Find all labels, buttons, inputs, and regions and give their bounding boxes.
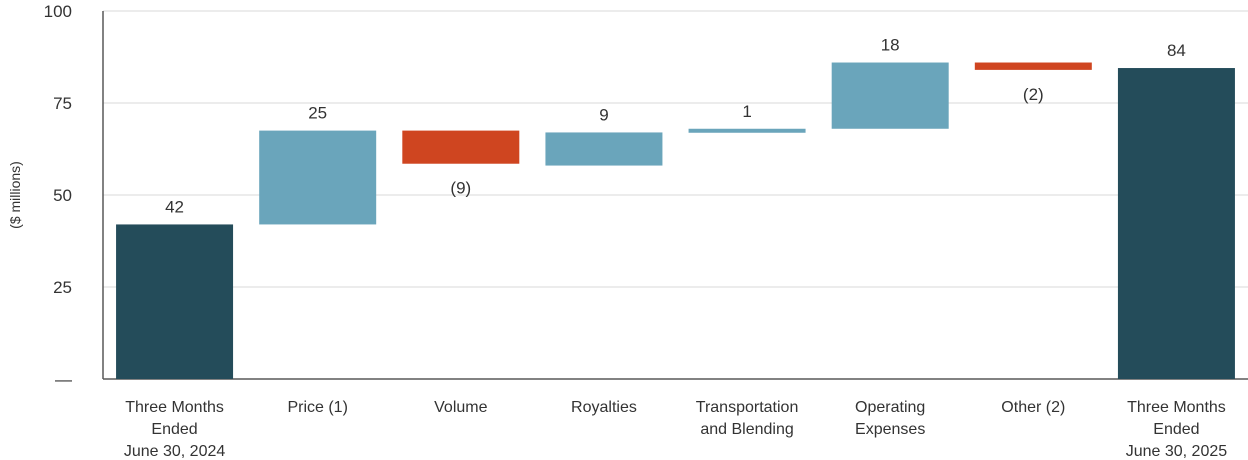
y-tick-label: — <box>55 370 72 389</box>
category-label: and Blending <box>700 421 793 438</box>
category-label: Volume <box>434 399 487 416</box>
bar-increase <box>831 62 949 129</box>
bar-total <box>1117 68 1235 379</box>
data-label: 18 <box>881 36 900 55</box>
bar-decrease <box>402 130 520 164</box>
data-label: 84 <box>1167 41 1186 60</box>
category-label: Royalties <box>571 399 637 416</box>
category-label: Price (1) <box>287 399 347 416</box>
data-label: 1 <box>742 102 751 121</box>
y-tick-label: 75 <box>53 94 72 113</box>
y-tick-label: 50 <box>53 186 72 205</box>
y-tick-label: 100 <box>44 2 72 21</box>
labels: 42 Three Months Ended June 30, 2024 25 Price … <box>124 36 1227 460</box>
category-label: Transportation <box>696 399 799 416</box>
axes: 100 75 50 25 — <box>44 2 1248 389</box>
bar-increase <box>259 130 377 225</box>
data-label: 42 <box>165 197 184 216</box>
bar-decrease <box>974 62 1092 70</box>
category-label: Ended <box>151 421 197 438</box>
category-label: Three Months <box>1127 399 1226 416</box>
bars <box>116 62 1235 379</box>
bar-total <box>116 224 234 379</box>
category-label: Operating <box>855 399 925 416</box>
category-label: Other (2) <box>1001 399 1065 416</box>
category-label: June 30, 2025 <box>1126 443 1228 460</box>
y-axis-title: ($ millions) <box>7 161 23 229</box>
data-label: (9) <box>450 179 471 198</box>
data-label: 9 <box>599 105 608 124</box>
bar-increase <box>688 128 806 133</box>
category-label: Expenses <box>855 421 925 438</box>
bar-increase <box>545 132 663 166</box>
data-label: 25 <box>308 104 327 123</box>
category-label: Three Months <box>125 399 224 416</box>
category-label: Ended <box>1153 421 1199 438</box>
category-label: June 30, 2024 <box>124 443 226 460</box>
data-label: (2) <box>1023 85 1044 104</box>
y-tick-label: 25 <box>53 278 72 297</box>
